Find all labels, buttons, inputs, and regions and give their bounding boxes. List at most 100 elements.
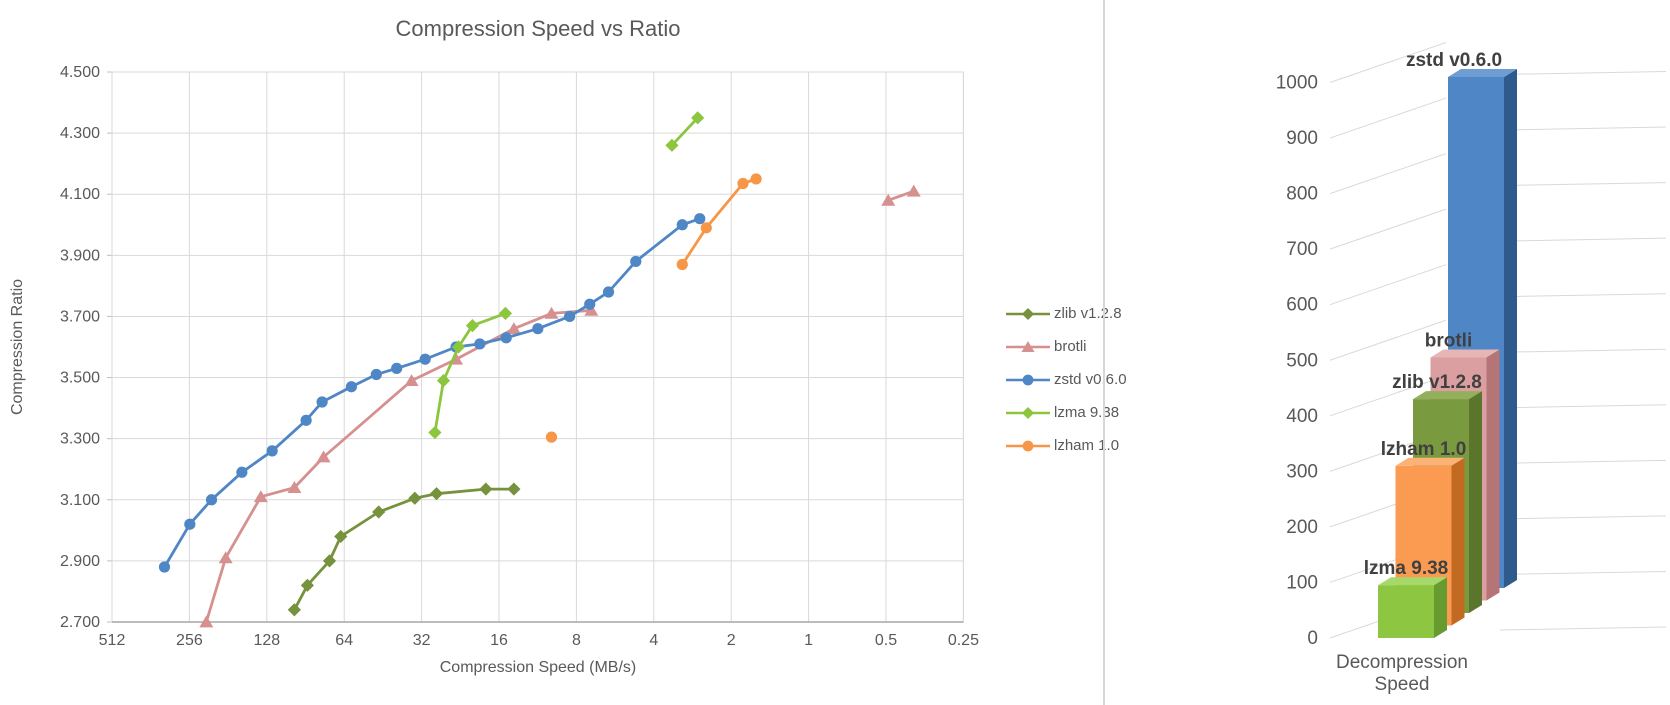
data-point-zstd-v0-6-0 xyxy=(584,298,596,310)
data-point-zstd-v0-6-0 xyxy=(370,368,382,381)
bar-gridline-back xyxy=(1499,626,1667,631)
scatter-y-tick-label: 4.500 xyxy=(60,64,100,81)
bar-lzma-9-38[interactable] xyxy=(1378,585,1434,638)
scatter-x-tick-label: 256 xyxy=(176,632,203,649)
bar-gridline-wall xyxy=(1329,319,1447,361)
bar-gridline-back xyxy=(1499,459,1667,464)
scatter-x-tick-label: 128 xyxy=(253,632,280,649)
series-line-lzma-9-38 xyxy=(670,116,700,147)
scatter-x-axis-title: Compression Speed (MB/s) xyxy=(439,659,637,676)
scatter-x-tick-label: 0.5 xyxy=(875,632,897,649)
data-point-zstd-v0-6-0 xyxy=(630,255,642,268)
data-point-brotli xyxy=(404,374,419,387)
bar-y-tick-label: 0 xyxy=(1307,628,1318,649)
bar-side-brotli xyxy=(1486,349,1500,601)
legend-label: lzham 1.0 xyxy=(1054,437,1120,454)
legend-item-lzma-9-38[interactable]: lzma 9.38 xyxy=(1005,396,1127,429)
series-line-lzma-9-38 xyxy=(433,311,507,435)
bar-x-axis-label-line1: Decompression xyxy=(1336,652,1468,673)
data-point-zstd-v0-6-0 xyxy=(500,332,512,344)
data-point-brotli xyxy=(287,481,302,493)
bar-gridline-wall xyxy=(1329,153,1447,195)
data-point-lzham-1-0 xyxy=(700,222,712,234)
diamond-marker-icon xyxy=(1006,307,1050,320)
bar-gridline-back xyxy=(1499,570,1667,575)
scatter-x-tick-label: 4 xyxy=(649,632,658,649)
bar-y-tick-label: 700 xyxy=(1286,239,1318,260)
data-point-lzham-1-0 xyxy=(750,173,762,185)
bar-y-tick-label: 900 xyxy=(1286,128,1318,149)
bar-category-label: lzma 9.38 xyxy=(1364,558,1449,579)
scatter-chart-title: Compression Speed vs Ratio xyxy=(395,16,681,41)
data-point-zstd-v0-6-0 xyxy=(184,518,196,530)
bar-gridline-back xyxy=(1499,182,1667,187)
scatter-plot-border xyxy=(111,71,964,623)
scatter-y-tick-label: 3.900 xyxy=(60,247,100,264)
bar-gridline-back xyxy=(1499,515,1667,520)
legend-label: zstd v0.6.0 xyxy=(1054,371,1127,388)
scatter-x-tick-label: 2 xyxy=(727,632,736,649)
data-point-zstd-v0-6-0 xyxy=(602,286,615,298)
bar-category-label: zlib v1.2.8 xyxy=(1392,372,1482,393)
data-point-zstd-v0-6-0 xyxy=(205,494,218,506)
data-point-zstd-v0-6-0 xyxy=(158,561,171,573)
data-point-zlib-v1-2-8 xyxy=(372,505,386,519)
data-point-zlib-v1-2-8 xyxy=(287,603,301,617)
data-point-lzma-9-38 xyxy=(465,319,480,333)
bar-side-lzma-9-38 xyxy=(1434,577,1447,638)
legend-item-brotli[interactable]: brotli xyxy=(1005,330,1127,363)
bar-top-zlib-v1-2-8 xyxy=(1413,391,1482,400)
data-point-lzma-9-38 xyxy=(691,111,705,125)
data-point-zlib-v1-2-8 xyxy=(322,554,337,568)
scatter-y-tick-label: 3.100 xyxy=(60,492,100,509)
bar-gridline-back xyxy=(1499,404,1667,409)
bar-y-tick-label: 1000 xyxy=(1276,73,1318,94)
scatter-y-tick-label: 2.900 xyxy=(60,553,100,570)
legend-item-lzham-1-0[interactable]: lzham 1.0 xyxy=(1005,429,1127,462)
bar-category-label: lzham 1.0 xyxy=(1381,439,1467,460)
legend-item-zstd-v0-6-0[interactable]: zstd v0.6.0 xyxy=(1005,363,1127,396)
circle-marker-icon xyxy=(1006,374,1050,385)
scatter-y-tick-label: 3.500 xyxy=(60,370,100,387)
bar-y-tick-label: 200 xyxy=(1286,517,1318,538)
bar-gridline-wall xyxy=(1329,264,1447,306)
data-point-lzma-9-38 xyxy=(428,425,442,440)
bar-y-tick-label: 300 xyxy=(1286,461,1318,482)
bar-x-axis-label-line2: Speed xyxy=(1375,674,1430,695)
data-point-lzma-9-38 xyxy=(451,340,466,354)
bar-gridline-back xyxy=(1499,348,1667,353)
bar-top-zstd-v0-6-0 xyxy=(1448,68,1517,77)
legend-item-zlib-v1-2-8[interactable]: zlib v1.2.8 xyxy=(1005,297,1127,330)
bar-top-lzham-1-0 xyxy=(1395,457,1465,466)
legend-label: brotli xyxy=(1054,338,1087,355)
bar-gridline-wall xyxy=(1329,375,1447,417)
data-point-zstd-v0-6-0 xyxy=(676,219,688,231)
data-point-zlib-v1-2-8 xyxy=(429,487,444,501)
data-point-zstd-v0-6-0 xyxy=(391,362,403,374)
diamond-marker-icon xyxy=(1006,406,1050,419)
bar-y-tick-label: 400 xyxy=(1286,406,1318,427)
data-point-brotli xyxy=(199,615,214,628)
data-point-brotli xyxy=(218,551,233,564)
bar-gridline-wall xyxy=(1329,42,1447,83)
scatter-y-tick-label: 3.700 xyxy=(60,308,100,325)
data-point-zstd-v0-6-0 xyxy=(419,353,431,365)
bar-top-lzma-9-38 xyxy=(1378,577,1447,586)
data-point-zstd-v0-6-0 xyxy=(564,310,576,323)
bar-gridline-wall xyxy=(1329,208,1447,250)
bar-y-tick-label: 100 xyxy=(1286,572,1318,593)
series-line-zlib-v1-2-8 xyxy=(292,487,516,612)
scatter-x-tick-label: 32 xyxy=(413,632,431,649)
bar-y-tick-label: 800 xyxy=(1286,184,1318,205)
data-point-lzham-1-0 xyxy=(737,177,749,190)
data-point-lzma-9-38 xyxy=(436,374,451,388)
data-point-zstd-v0-6-0 xyxy=(236,466,248,478)
data-point-zstd-v0-6-0 xyxy=(345,381,358,393)
data-point-lzham-1-0 xyxy=(545,431,558,443)
data-point-zlib-v1-2-8 xyxy=(300,578,314,592)
scatter-y-axis-title: Compression Ratio xyxy=(9,278,26,416)
data-point-zstd-v0-6-0 xyxy=(694,213,706,225)
legend-label: zlib v1.2.8 xyxy=(1054,305,1122,322)
